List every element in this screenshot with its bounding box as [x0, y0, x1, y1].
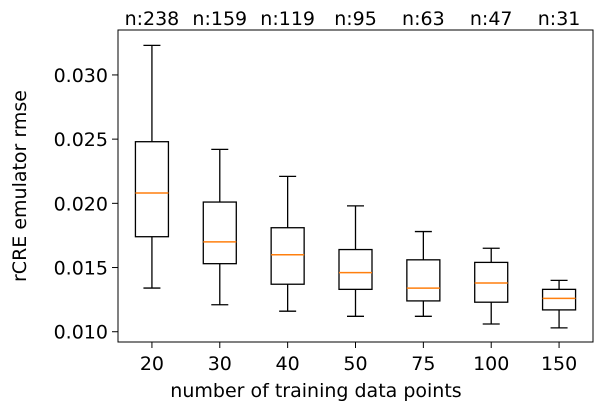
- x-tick-label: 75: [411, 353, 435, 375]
- sample-count-label: n:63: [402, 8, 445, 30]
- iqr-box: [202, 201, 237, 265]
- y-tick-label: 0.025: [54, 129, 108, 151]
- sample-count-label: n:119: [260, 8, 315, 30]
- box-40: [270, 175, 305, 312]
- x-tick-label: 50: [343, 353, 367, 375]
- box-50: [338, 205, 373, 317]
- x-tick-label: 30: [208, 353, 232, 375]
- x-tick-label: 150: [541, 353, 577, 375]
- box-150: [541, 279, 577, 329]
- x-tick-label: 100: [473, 353, 509, 375]
- x-tick-label: 40: [276, 353, 300, 375]
- iqr-box: [134, 141, 170, 238]
- sample-count-label: n:238: [125, 8, 180, 30]
- box-100: [474, 247, 509, 325]
- box-75: [406, 230, 441, 317]
- x-axis: 20 30 40 50 75 100 150: [140, 342, 577, 375]
- y-tick-label: 0.015: [54, 258, 108, 280]
- boxes: [134, 44, 577, 329]
- y-tick-label: 0.030: [54, 65, 108, 87]
- y-tick-label: 0.010: [54, 322, 108, 344]
- sample-count-label: n:47: [470, 8, 513, 30]
- box-20: [134, 44, 170, 289]
- y-tick-label: 0.020: [54, 193, 108, 215]
- box-30: [202, 148, 237, 306]
- iqr-box: [541, 288, 577, 311]
- sample-count-label: n:31: [538, 8, 581, 30]
- y-axis-label: rCRE emulator rmse: [9, 90, 31, 282]
- iqr-box: [338, 248, 373, 291]
- sample-count-label: n:159: [192, 8, 247, 30]
- sample-count-label: n:95: [334, 8, 377, 30]
- iqr-box: [406, 259, 441, 302]
- x-tick-label: 20: [140, 353, 164, 375]
- sample-count-labels: n:238 n:159 n:119 n:95 n:63 n:47 n:31: [125, 8, 581, 30]
- iqr-box: [270, 227, 305, 285]
- y-axis: 0.010 0.015 0.020 0.025 0.030: [54, 65, 118, 344]
- x-axis-label: number of training data points: [170, 380, 461, 402]
